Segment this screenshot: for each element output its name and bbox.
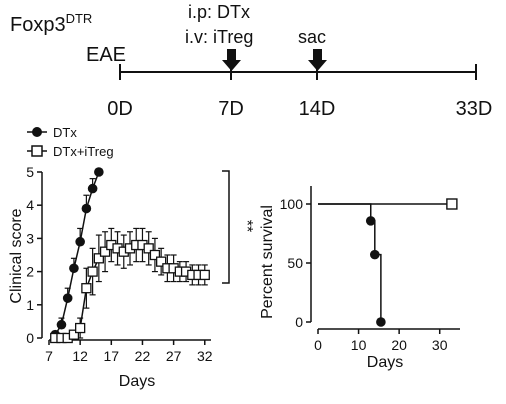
y-tick-label: 5 [26, 164, 34, 180]
x-tick-label: 10 [351, 337, 367, 353]
legend-label-itreg: DTx+iTreg [53, 144, 114, 159]
y-tick-label: 2 [26, 264, 34, 280]
x-tick-label: 20 [391, 337, 407, 353]
y-tick-label: 1 [26, 297, 34, 313]
data-point-itreg [199, 269, 210, 281]
x-tick-label: 17 [104, 348, 120, 364]
data-point-itreg [149, 249, 161, 261]
data-point-itreg [87, 266, 98, 277]
data-point-dtx [87, 183, 98, 194]
x-tick-label: 0 [314, 337, 322, 353]
data-point-dtx [69, 263, 79, 274]
data-point-itreg [68, 329, 80, 340]
x-tick-label: 7 [45, 348, 53, 364]
survival-point-itreg [446, 198, 458, 210]
sacrifice-arrow-icon [308, 49, 327, 71]
x-tick-label: 30 [432, 337, 448, 353]
y-tick-label: 0 [295, 314, 303, 330]
model-label: EAE [86, 44, 126, 66]
x-axis: 0 10 20 30 [314, 328, 460, 353]
iv-injection-label: i.v: iTreg [185, 27, 253, 47]
significance-label: ** [238, 220, 255, 232]
y-tick-label: 0 [26, 330, 34, 346]
timeline-panel: Foxp3DTR EAE i.p: DTx i.v: iTreg sac 0D … [10, 2, 492, 120]
data-point-itreg [99, 246, 111, 257]
y-tick-label: 4 [26, 197, 34, 213]
data-point-dtx [94, 167, 104, 177]
data-point-itreg [93, 253, 104, 264]
data-point-dtx [81, 203, 92, 214]
y-tick-label: 3 [26, 230, 34, 246]
survival-point-dtx [376, 317, 386, 327]
y-axis-label: Clinical score [8, 208, 25, 303]
timeline-tick-label: 0D [107, 98, 133, 120]
plot-area [318, 198, 458, 327]
timeline-tick-label: 33D [456, 98, 493, 120]
legend-label-dtx: DTx [53, 125, 77, 140]
y-tick-label: 100 [280, 196, 304, 212]
data-point-dtx [56, 319, 67, 330]
x-axis-label: Days [367, 354, 403, 371]
y-axis: 0 1 2 3 4 5 [26, 164, 43, 346]
plot-area [50, 167, 210, 344]
injection-arrow-icon [222, 49, 241, 71]
sacrifice-label: sac [298, 27, 326, 47]
y-axis-label: Percent survival [259, 205, 276, 319]
ip-injection-label: i.p: DTx [188, 2, 250, 22]
y-axis: 0 50 100 [280, 186, 312, 330]
survival-chart: 0 50 100 0 10 20 30 Percent survival Days [259, 186, 460, 371]
x-axis-label: Days [119, 373, 155, 390]
survival-point-dtx [365, 216, 376, 226]
mouse-strain-label: Foxp3DTR [10, 11, 92, 36]
significance-bracket [222, 170, 230, 284]
legend: DTx DTx+iTreg [27, 125, 114, 159]
data-point-dtx [75, 236, 85, 247]
x-tick-label: 32 [197, 348, 213, 364]
data-point-itreg [156, 256, 167, 267]
survival-point-dtx [370, 249, 380, 260]
legend-marker-dtx [32, 127, 42, 137]
y-tick-label: 50 [287, 255, 303, 271]
timeline-tick-label: 7D [218, 98, 244, 120]
timeline-tick-label: 14D [299, 98, 336, 120]
data-point-itreg [81, 283, 92, 294]
x-axis: 7 12 17 22 27 32 [45, 339, 213, 364]
data-point-itreg [143, 243, 154, 254]
x-tick-label: 27 [166, 348, 182, 364]
data-point-dtx [62, 293, 73, 303]
legend-marker-itreg [31, 145, 43, 157]
x-tick-label: 12 [72, 348, 88, 364]
x-tick-label: 22 [135, 348, 151, 364]
data-point-itreg [75, 322, 86, 334]
